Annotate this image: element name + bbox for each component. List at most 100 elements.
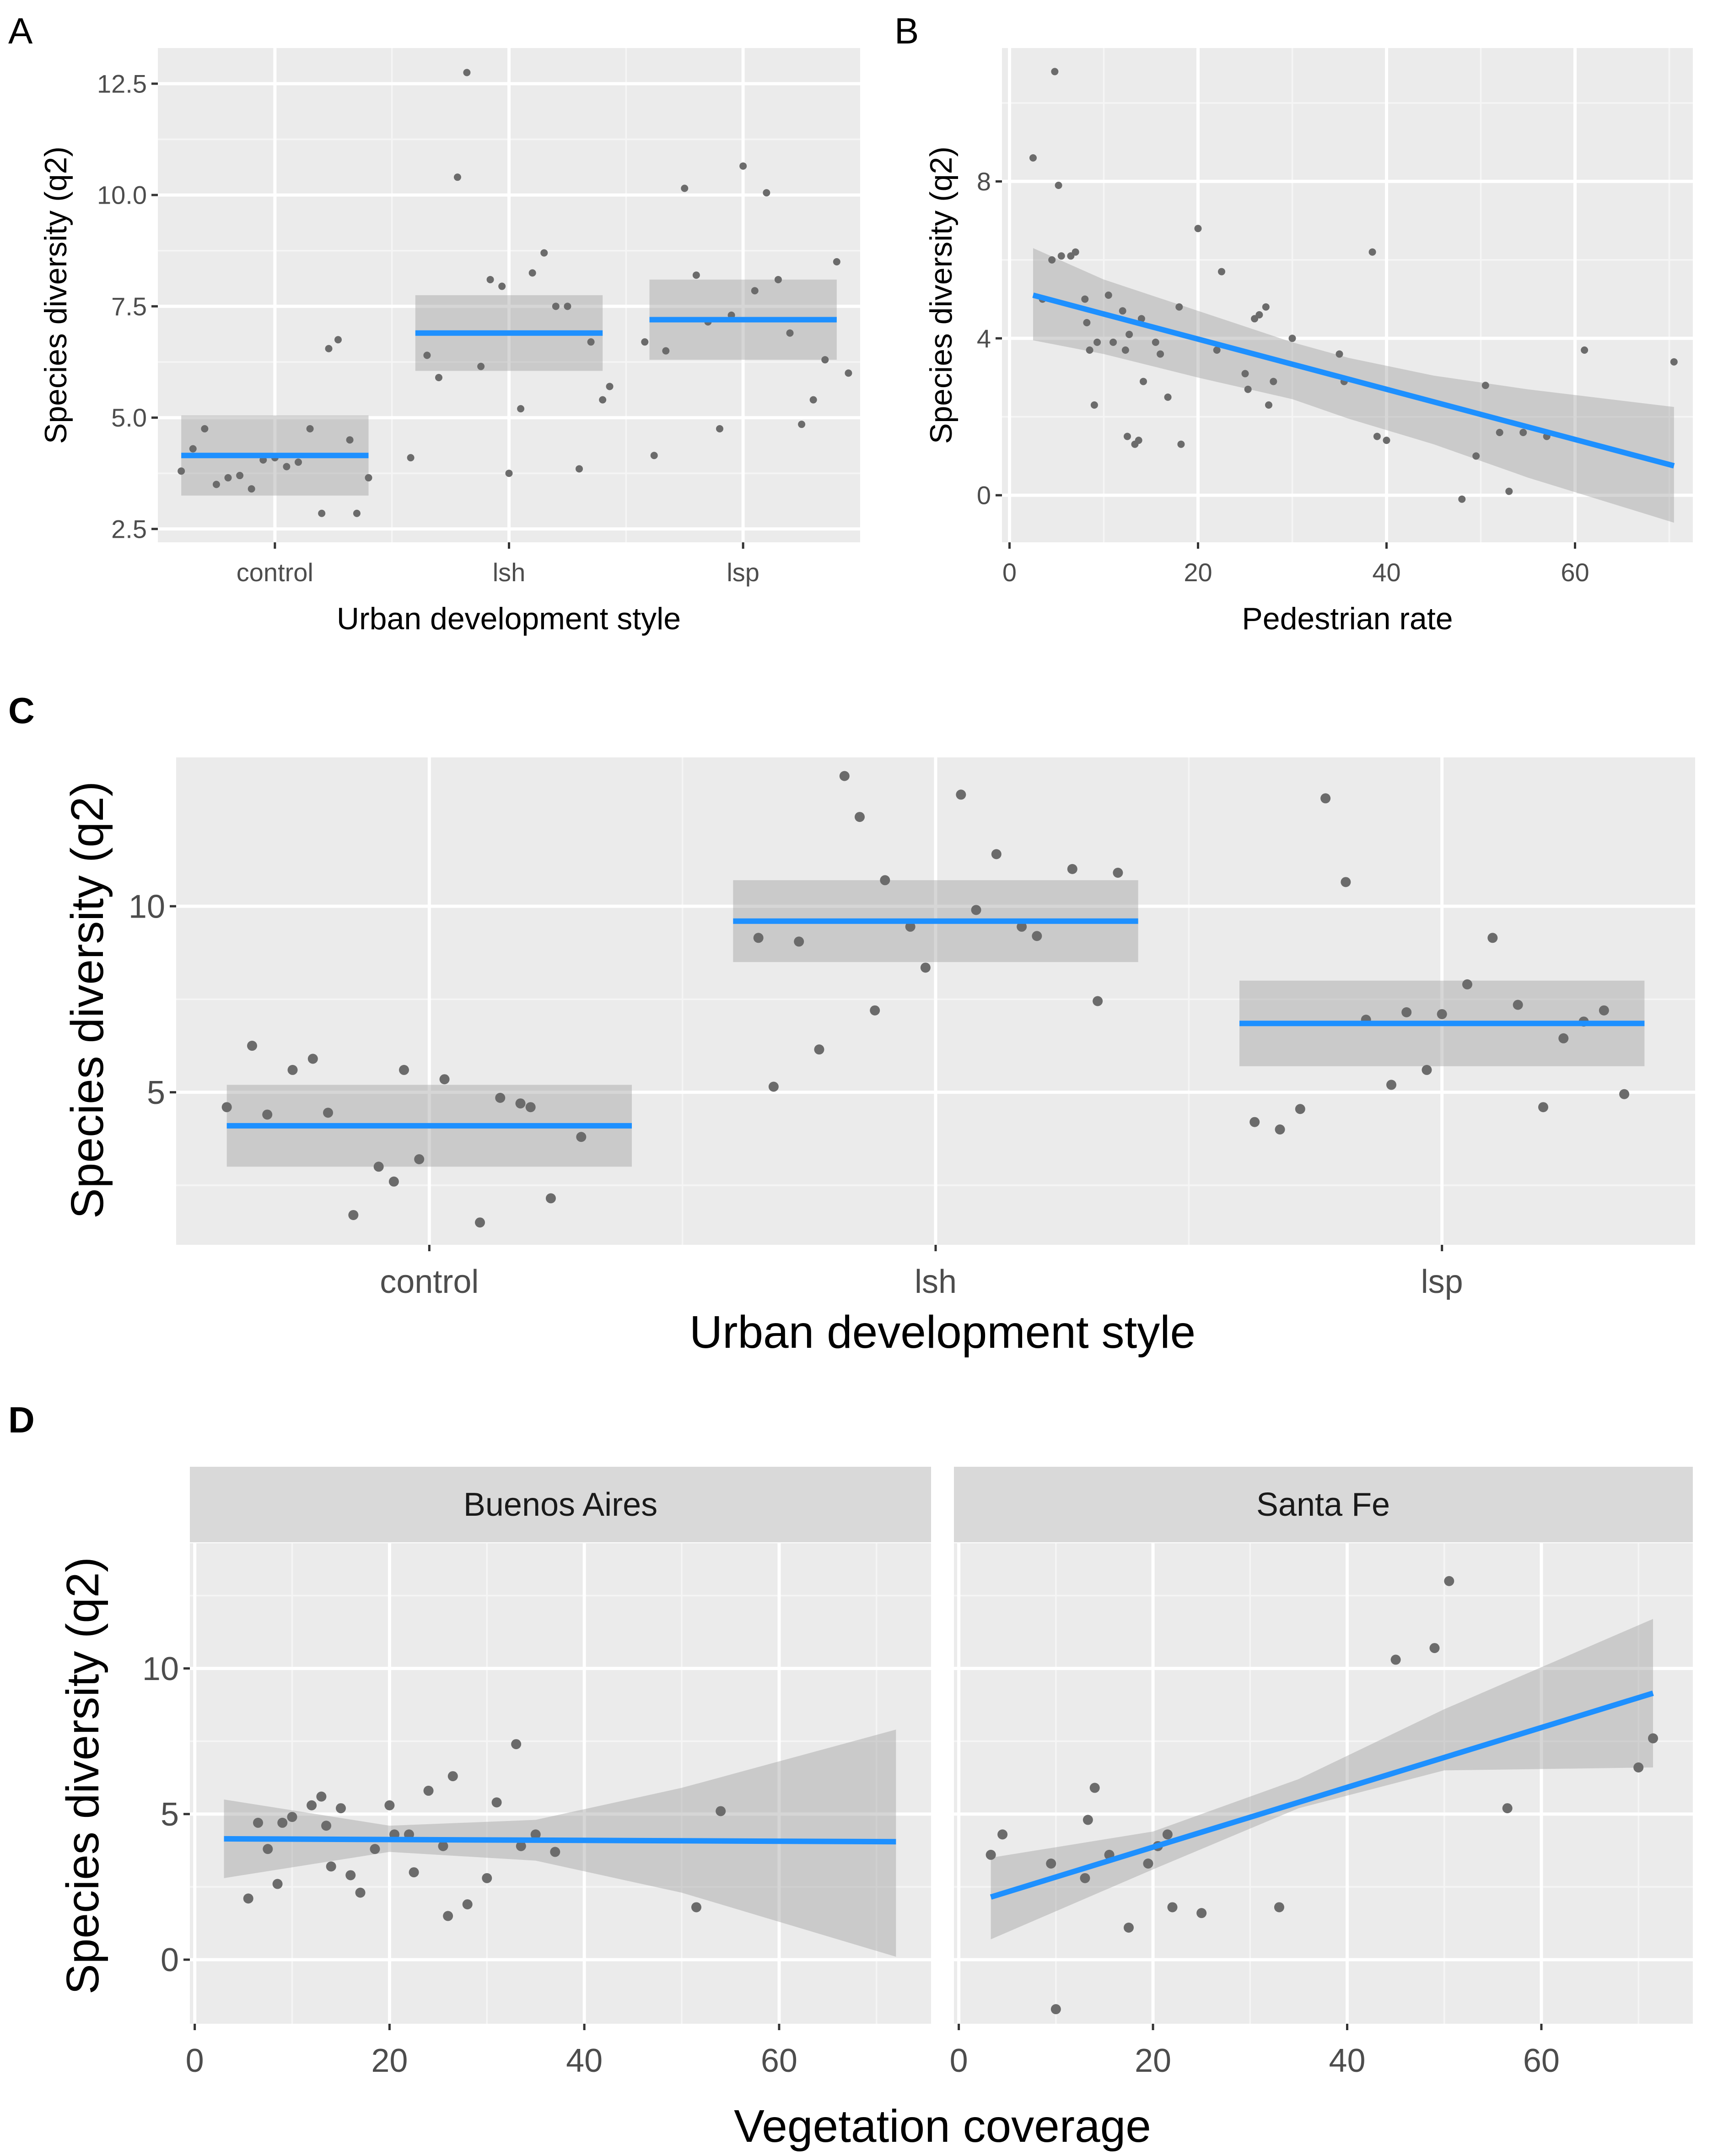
panel-c: 5 10 control lsh lsp Urban development style… [62,757,1695,1358]
data-point [307,1800,317,1810]
data-point [997,1829,1008,1840]
data-point [662,347,670,355]
data-point [1274,1902,1284,1913]
data-point [439,1074,450,1085]
data-point [641,338,649,346]
data-point [248,485,255,493]
data-point [1513,1000,1523,1010]
data-point [516,1841,526,1851]
data-point [1046,1859,1056,1869]
panel-a-x-axis-title: Urban development style [337,601,681,636]
data-point [1083,1815,1093,1825]
data-point [528,269,536,277]
data-point [774,276,782,283]
data-point [323,1108,333,1118]
data-point [1164,393,1172,401]
data-point [1255,311,1263,319]
data-point [318,509,326,517]
data-point [1032,931,1042,941]
data-point [650,452,658,459]
data-point [345,1870,356,1880]
data-point [564,303,571,310]
facet-label-santa-fe: Santa Fe [1256,1486,1390,1523]
fit-line [224,1836,896,1845]
x-tick-label-lsp: lsp [727,558,759,587]
data-point [423,351,431,359]
data-point [1080,1873,1090,1883]
data-point [845,369,852,377]
data-point [786,329,794,337]
data-point [1194,225,1202,232]
data-point [334,336,342,344]
data-point [1429,1643,1440,1653]
data-point [753,933,764,943]
data-point [599,396,607,404]
data-point [1081,295,1089,303]
data-point [263,1844,273,1854]
x-tick-label: 60 [1523,2043,1560,2079]
y-tick-label: 0 [977,481,991,510]
y-tick-label: 5.0 [111,403,147,432]
data-point [525,1102,536,1113]
panel-b-background [1002,48,1693,542]
data-point [1481,382,1489,389]
panel-c-ticks: 5 10 control lsh lsp [129,888,1463,1300]
data-point [1288,335,1296,342]
y-tick-label: 10.0 [97,181,147,210]
data-point [353,509,361,517]
data-point [447,1771,458,1782]
data-point [587,338,595,346]
panel-b-ticks: 0 4 8 0 20 40 60 [977,167,1589,587]
data-point [1140,378,1147,385]
data-point [262,1109,273,1120]
data-point [1341,877,1351,887]
y-tick-label: 7.5 [111,292,147,321]
data-point [348,1210,359,1220]
data-point [1213,346,1221,354]
data-point [691,1902,701,1913]
data-point [855,812,865,822]
x-tick-label: 60 [761,2043,797,2079]
ci-band [224,1729,896,1957]
data-point [482,1873,492,1883]
x-tick-label-lsh: lsh [915,1264,957,1300]
data-point [739,162,747,170]
data-point [1336,350,1343,358]
panel-b: 0 4 8 0 20 40 60 Pedestrian rate Species diver… [924,48,1693,636]
y-tick-label: 10 [129,888,165,925]
data-point [1119,307,1126,315]
panel-a: 2.5 5.0 7.5 10.0 12.5 control lsh lsp Urban dev… [38,48,860,636]
data-point [287,1064,298,1075]
panel-b-x-axis-title: Pedestrian rate [1242,601,1453,636]
data-point [1249,1117,1260,1127]
data-point [716,1806,726,1816]
x-tick-label: 20 [1135,2043,1171,2079]
data-point [1104,292,1112,299]
y-tick-label: 10 [142,1651,179,1687]
data-point [1143,1859,1153,1869]
data-point [346,436,354,444]
data-point [1121,346,1129,354]
data-point [277,1817,288,1828]
data-point [809,396,817,404]
data-point [1152,338,1159,346]
data-point [1505,487,1513,495]
data-point [1368,248,1376,256]
x-tick-label-control: control [380,1264,479,1300]
data-point [515,1098,526,1109]
data-point [920,962,931,973]
data-point [287,1812,297,1822]
data-point [462,1899,473,1910]
data-point [1444,1576,1454,1586]
data-point [326,1861,336,1872]
panel-c-x-axis-title: Urban development style [689,1307,1196,1358]
data-point [247,1041,257,1051]
panel-letter-a: A [8,11,33,51]
data-point [1196,1908,1207,1918]
data-point [814,1044,824,1055]
facet-strip-buenos-aires [190,1467,931,1542]
panel-b-y-axis-title: Species diversity (q2) [924,146,959,444]
data-point [839,771,850,781]
panel-a-fit-lines [181,317,837,459]
panel-letter-d: D [8,1400,35,1440]
